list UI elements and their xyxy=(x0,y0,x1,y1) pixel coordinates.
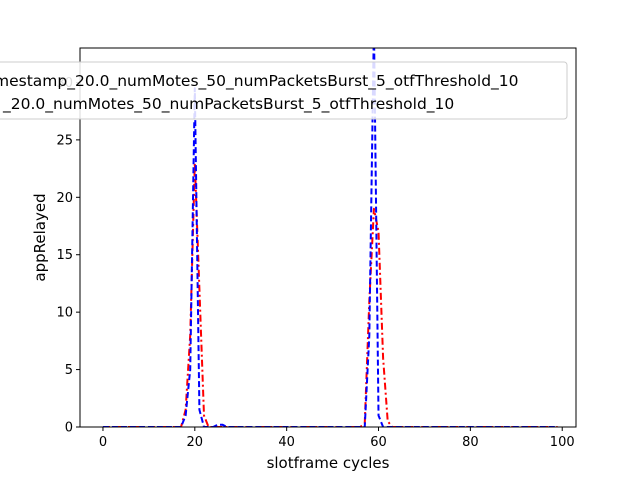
x-tick-label: 100 xyxy=(550,435,575,450)
legend: mestamp_20.0_numMotes_50_numPacketsBurst… xyxy=(0,61,568,120)
x-axis-label: slotframe cycles xyxy=(267,454,390,472)
y-tick-label: 5 xyxy=(65,363,73,378)
legend-entry-0: mestamp_20.0_numMotes_50_numPacketsBurst… xyxy=(0,72,519,91)
series-line-red xyxy=(102,161,558,427)
series-line-blue xyxy=(102,48,558,427)
y-tick-label: 0 xyxy=(65,421,73,436)
x-tick-label: 60 xyxy=(370,435,387,450)
y-tick-label: 15 xyxy=(56,248,73,263)
plot-frame xyxy=(79,47,577,428)
y-axis-label: appRelayed xyxy=(31,193,49,281)
y-tick-label: 10 xyxy=(56,306,73,321)
plot-series-layer xyxy=(102,48,558,427)
x-tick-label: 0 xyxy=(99,435,107,450)
x-tick-label: 20 xyxy=(187,435,204,450)
legend-box xyxy=(0,61,568,120)
legend-entry-1: _20.0_numMotes_50_numPacketsBurst_5_otfT… xyxy=(2,95,454,114)
y-tick-label: 20 xyxy=(56,191,73,206)
x-tick-label: 40 xyxy=(278,435,295,450)
x-tick-label: 80 xyxy=(462,435,479,450)
axis-ticks-layer: 020406080100051015202530 xyxy=(56,76,574,450)
y-tick-label: 25 xyxy=(56,133,73,148)
